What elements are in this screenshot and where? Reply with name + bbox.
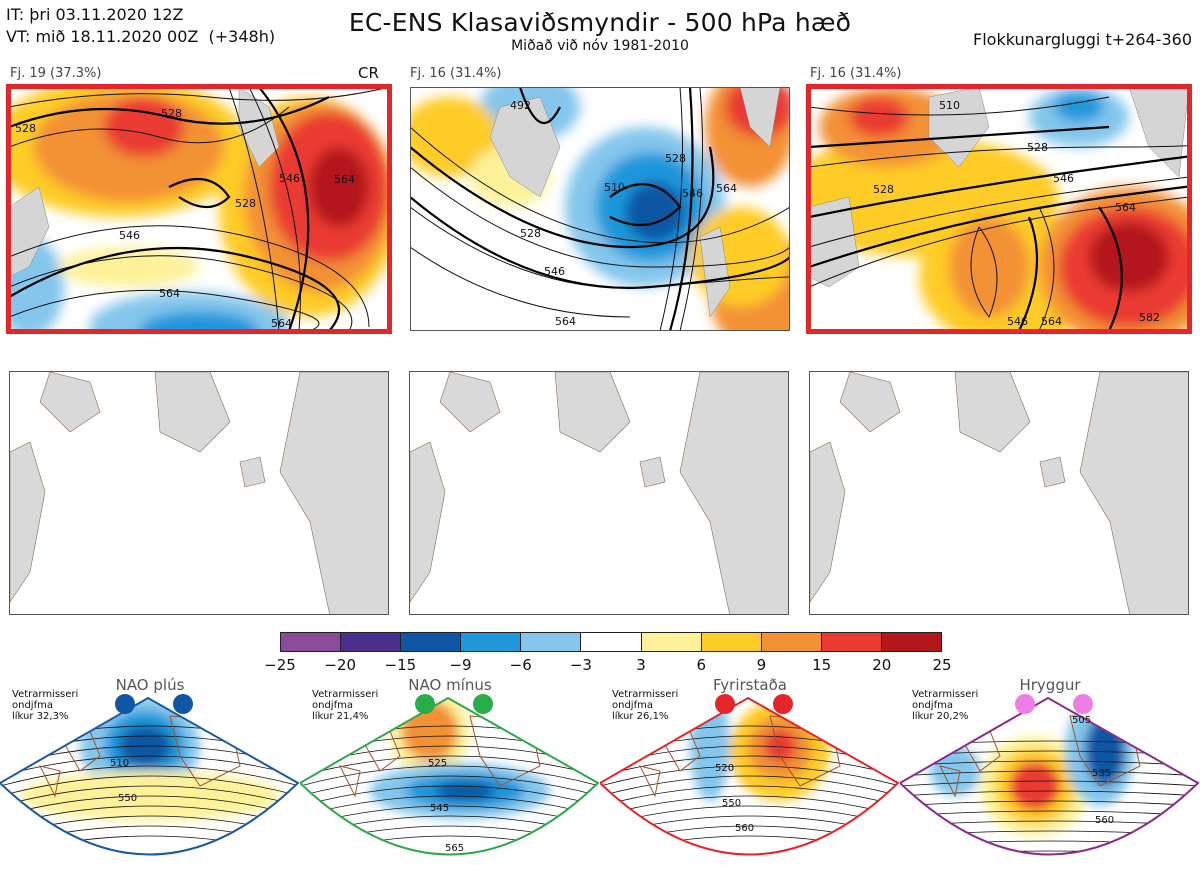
colorbar-tick-label: 6 xyxy=(696,656,707,674)
regime-note: Vetrarmisseri ondjfma líkur 32,3% xyxy=(12,689,79,722)
contour-label: 564 xyxy=(271,317,292,330)
regime-panel: 520 550 560 Vetrarmisseri ondjfma líkur 26,… xyxy=(600,676,900,871)
colorbar-swatch xyxy=(881,633,942,651)
colorbar-swatch xyxy=(761,633,822,651)
empty-map-1 xyxy=(9,371,389,615)
contour-label: 510 xyxy=(939,99,960,112)
init-valid-time: IT: þri 03.11.2020 12Z VT: mið 18.11.2020… xyxy=(6,4,275,48)
regime-contour-label: 560 xyxy=(1095,815,1114,826)
regime-contour-label: 550 xyxy=(118,793,137,804)
contour-label: 528 xyxy=(665,152,686,165)
colorbar-tick-label: −3 xyxy=(569,656,592,674)
contour-label: 564 xyxy=(159,287,180,300)
regime-contour-label: 545 xyxy=(430,803,449,814)
empty-map-3 xyxy=(809,371,1189,615)
regime-contour-label: 550 xyxy=(722,798,741,809)
regime-marker-dot xyxy=(415,694,435,714)
regime-contour-label: 505 xyxy=(1072,715,1091,726)
colorbar-tick-label: −15 xyxy=(384,656,417,674)
regime-note: Vetrarmisseri ondjfma líkur 21,4% xyxy=(312,689,379,722)
anomaly-colorbar xyxy=(280,632,942,652)
colorbar-swatch xyxy=(581,633,642,651)
regime-marker-dot xyxy=(773,694,793,714)
contour-label: 546 xyxy=(1007,315,1028,328)
valid-time: VT: mið 18.11.2020 00Z (+348h) xyxy=(6,27,276,46)
contour-label: 528 xyxy=(161,107,182,120)
regime-note: Vetrarmisseri ondjfma líkur 26,1% xyxy=(612,689,679,722)
colorbar-swatch xyxy=(701,633,762,651)
contour-label: 528 xyxy=(235,197,256,210)
colorbar-swatch xyxy=(641,633,702,651)
contour-label: 546 xyxy=(1053,172,1074,185)
regime-marker-dot xyxy=(1015,694,1035,714)
classification-window: Flokkunargluggi t+264-360 xyxy=(973,30,1192,49)
cluster-3-map[interactable]: 510 528 546 564 528 546 564 582 xyxy=(806,84,1192,334)
colorbar-swatch xyxy=(341,633,402,651)
colorbar-tick-label: 20 xyxy=(872,656,892,674)
regime-title: NAO mínus xyxy=(408,676,492,694)
empty-map-2 xyxy=(409,371,789,615)
regime-contour-label: 560 xyxy=(735,823,754,834)
regime-title: Hryggur xyxy=(1019,676,1081,694)
regime-contour-label: 525 xyxy=(428,758,447,769)
regime-marker-dot xyxy=(173,694,193,714)
init-time: IT: þri 03.11.2020 12Z xyxy=(6,5,184,24)
contour-label: 546 xyxy=(279,172,300,185)
colorbar-tick-label: 9 xyxy=(756,656,767,674)
colorbar-swatch xyxy=(521,633,582,651)
cluster-2-map[interactable]: 492 510 528 546 564 528 546 564 xyxy=(410,87,790,331)
contour-label: 528 xyxy=(15,122,36,135)
colorbar-tick-label: 25 xyxy=(932,656,952,674)
contour-label: 564 xyxy=(1041,315,1062,328)
contour-label: 510 xyxy=(604,181,625,194)
colorbar-swatch xyxy=(401,633,462,651)
regime-contour-label: 520 xyxy=(715,763,734,774)
regime-panel: 510 550 Vetrarmisseri ondjfma líkur 32,3% N… xyxy=(0,676,300,871)
contour-label: 528 xyxy=(1027,141,1048,154)
regime-marker-dot xyxy=(473,694,493,714)
regime-marker-dot xyxy=(1073,694,1093,714)
cluster-1-map[interactable]: 528 546 564 528 546 564 528 564 xyxy=(6,84,392,334)
contour-label: 564 xyxy=(334,173,355,186)
contour-label: 492 xyxy=(510,99,531,112)
contour-label: 546 xyxy=(119,229,140,242)
colorbar-swatch xyxy=(461,633,522,651)
contour-label: 564 xyxy=(1115,201,1136,214)
contour-label: 528 xyxy=(873,183,894,196)
colorbar-tick-label: −9 xyxy=(449,656,472,674)
regime-contour-label: 535 xyxy=(1092,768,1111,779)
regime-panel: 525 545 565 Vetrarmisseri ondjfma líkur 21,… xyxy=(300,676,600,871)
regime-title: Fyrirstaða xyxy=(713,676,787,694)
cluster-3-label: Fj. 16 (31.4%) xyxy=(810,66,902,81)
colorbar-swatch xyxy=(821,633,882,651)
contour-label: 564 xyxy=(716,182,737,195)
regime-note: Vetrarmisseri ondjfma líkur 20,2% xyxy=(912,689,979,722)
colorbar-tick-label: 15 xyxy=(812,656,832,674)
cluster-1-tag: CR xyxy=(358,64,379,82)
regime-title: NAO plús xyxy=(115,676,185,694)
contour-label: 546 xyxy=(544,265,565,278)
regime-marker-dot xyxy=(115,694,135,714)
contour-label: 546 xyxy=(682,187,703,200)
regime-panel: 505 535 560 Vetrarmisseri ondjfma líkur 20,… xyxy=(900,676,1200,871)
colorbar-tick-label: −20 xyxy=(324,656,356,674)
cluster-2-label: Fj. 16 (31.4%) xyxy=(410,66,502,81)
contour-label: 582 xyxy=(1139,311,1160,324)
regime-contour-label: 565 xyxy=(445,843,464,854)
colorbar-tick-label: 3 xyxy=(636,656,646,674)
regime-marker-dot xyxy=(715,694,735,714)
contour-label: 528 xyxy=(520,227,541,240)
colorbar-tick-label: −25 xyxy=(264,656,296,674)
colorbar-swatch xyxy=(281,633,342,651)
colorbar-tick-label: −6 xyxy=(509,656,532,674)
cluster-1-label: Fj. 19 (37.3%) xyxy=(10,66,102,81)
page-title: EC-ENS Klasaviðsmyndir - 500 hPa hæð xyxy=(348,8,852,37)
page-subtitle: Miðað við nóv 1981-2010 xyxy=(511,38,689,54)
contour-label: 564 xyxy=(555,315,576,328)
regime-contour-label: 510 xyxy=(110,758,129,769)
